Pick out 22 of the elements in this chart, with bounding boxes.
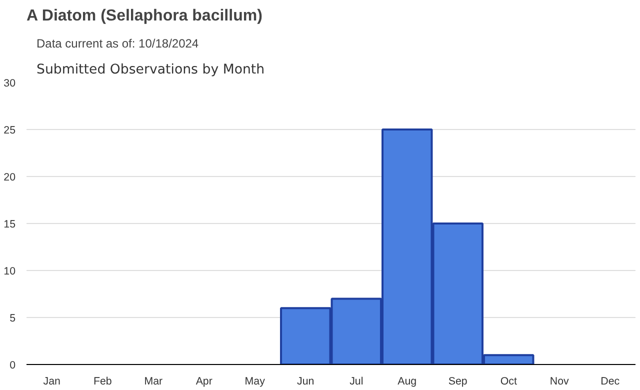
x-tick-label: Apr xyxy=(196,376,213,388)
x-tick-label: Nov xyxy=(550,376,570,388)
x-tick-label: May xyxy=(244,376,266,388)
y-tick-label: 20 xyxy=(4,172,16,184)
y-tick-label: 10 xyxy=(4,266,16,278)
chart-title: A Diatom (Sellaphora bacillum) xyxy=(26,8,262,24)
y-tick-label: 5 xyxy=(10,312,16,324)
y-tick-label: 25 xyxy=(4,124,16,136)
y-tick-label: 30 xyxy=(4,78,16,90)
x-tick-label: Jan xyxy=(43,376,61,388)
x-tick-label: Mar xyxy=(144,376,163,388)
x-tick-label: Oct xyxy=(500,376,517,388)
x-tick-label: Feb xyxy=(93,376,112,388)
x-tick-label: Jul xyxy=(350,376,364,388)
x-tick-label: Aug xyxy=(398,376,417,388)
y-tick-label: 15 xyxy=(4,218,16,230)
chart-subtitle: Data current as of: 10/18/2024 xyxy=(36,36,199,50)
x-tick-label: Dec xyxy=(600,376,620,388)
x-tick-label: Jun xyxy=(297,376,314,388)
y-tick-label: 0 xyxy=(10,360,16,372)
text: Submitted Observations by Month xyxy=(36,62,265,78)
x-tick-label: Sep xyxy=(448,376,468,388)
